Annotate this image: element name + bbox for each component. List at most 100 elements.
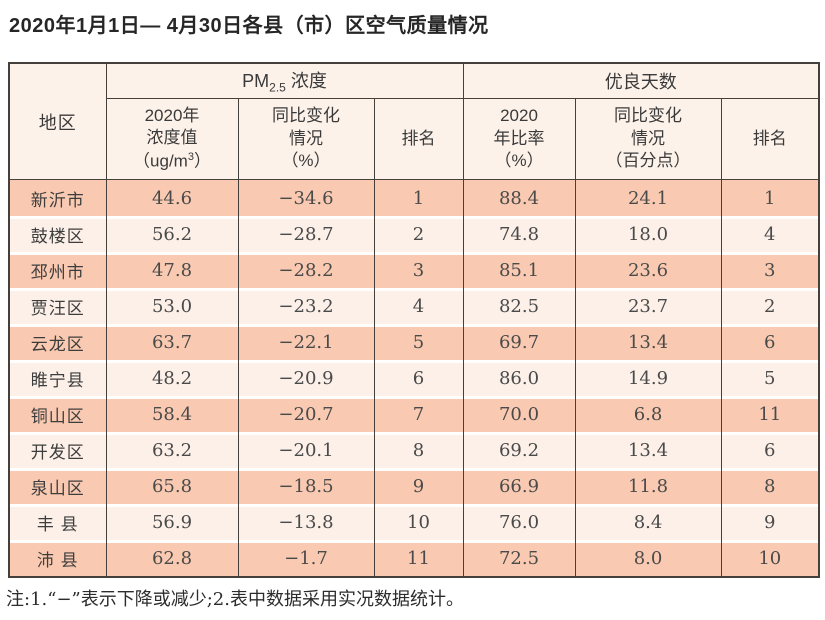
gd-change-cell: 13.4	[574, 324, 722, 360]
col-header-gd-ratio: 2020 年比率 （%）	[462, 98, 576, 180]
pm-change-cell: −20.7	[237, 396, 374, 432]
gd-change-cell: 11.8	[574, 468, 722, 504]
pm-change-cell: −22.1	[237, 324, 374, 360]
region-cell: 云龙区	[8, 324, 106, 360]
gd-ratio-cell: 86.0	[462, 360, 576, 396]
gd-ratio-cell: 69.7	[462, 324, 576, 360]
pm-value-cell: 62.8	[105, 540, 238, 577]
region-cell: 鼓楼区	[8, 216, 106, 252]
pm-rank-cell: 4	[373, 288, 464, 324]
gd-change-cell: 18.0	[574, 216, 722, 252]
region-cell: 开发区	[8, 432, 106, 468]
gd-rank-cell: 1	[720, 179, 820, 216]
gd-change-cell: 6.8	[574, 396, 722, 432]
col-header-gd-rank: 排名	[720, 98, 820, 180]
gd-change-line2: 情况	[631, 128, 666, 148]
pm-value-line3: （ug/m3）	[107, 150, 238, 173]
pm-value-cell: 56.2	[105, 216, 238, 252]
pm-value-cell: 63.2	[105, 432, 238, 468]
pm-rank-cell: 5	[373, 324, 464, 360]
pm-value-unit-sup: 3	[187, 150, 194, 163]
pm-rank-cell: 2	[373, 216, 464, 252]
table-row: 沛 县 62.8 −1.7 11 72.5 8.0 10	[8, 540, 820, 577]
gd-ratio-line2: 年比率	[493, 128, 545, 148]
pm-value-cell: 63.7	[105, 324, 238, 360]
region-cell: 睢宁县	[8, 360, 106, 396]
gd-change-cell: 13.4	[574, 432, 722, 468]
pm25-subscript: 2.5	[269, 80, 286, 95]
table-row: 邳州市 47.8 −28.2 3 85.1 23.6 3	[8, 252, 820, 288]
gd-rank-cell: 9	[720, 504, 820, 540]
table-row: 开发区 63.2 −20.1 8 69.2 13.4 6	[8, 432, 820, 468]
table-row: 丰 县 56.9 −13.8 10 76.0 8.4 9	[8, 504, 820, 540]
gd-ratio-cell: 70.0	[462, 396, 576, 432]
footnote: 注:1.“−”表示下降或减少;2.表中数据采用实况数据统计。	[6, 589, 464, 610]
table-body: 新沂市 44.6 −34.6 1 88.4 24.1 1 鼓楼区 56.2 −2…	[8, 179, 820, 577]
gd-rank-cell: 4	[720, 216, 820, 252]
pm25-label: PM	[242, 71, 270, 92]
pm-rank-cell: 1	[373, 179, 464, 216]
pm-value-line1: 2020年	[144, 106, 200, 126]
gd-ratio-cell: 74.8	[462, 216, 576, 252]
table-header: 地区 PM2.5 浓度 优良天数 2020年 浓度值 （ug/m3） 同比变化 …	[8, 63, 820, 180]
col-header-gd-change: 同比变化 情况 （百分点）	[574, 98, 722, 180]
air-quality-table: 地区 PM2.5 浓度 优良天数 2020年 浓度值 （ug/m3） 同比变化 …	[8, 62, 821, 578]
page-title: 2020年1月1日— 4月30日各县（市）区空气质量情况	[9, 15, 489, 37]
pm25-label-suffix: 浓度	[285, 71, 327, 92]
gd-ratio-cell: 66.9	[462, 468, 576, 504]
gd-ratio-cell: 82.5	[462, 288, 576, 324]
pm-value-cell: 65.8	[105, 468, 238, 504]
gd-ratio-cell: 76.0	[462, 504, 576, 540]
table-row: 睢宁县 48.2 −20.9 6 86.0 14.9 5	[8, 360, 820, 396]
gd-change-line1: 同比变化	[614, 106, 683, 126]
gd-change-cell: 24.1	[574, 179, 722, 216]
col-header-pm-value: 2020年 浓度值 （ug/m3）	[105, 98, 238, 180]
table-row: 铜山区 58.4 −20.7 7 70.0 6.8 11	[8, 396, 820, 432]
table-row: 新沂市 44.6 −34.6 1 88.4 24.1 1	[8, 179, 820, 216]
pm-change-line2: 情况	[289, 128, 323, 148]
pm-rank-cell: 11	[373, 540, 464, 577]
pm-value-cell: 48.2	[105, 360, 238, 396]
table-row: 贾汪区 53.0 −23.2 4 82.5 23.7 2	[8, 288, 820, 324]
pm-value-unit-post: ）	[193, 151, 211, 171]
pm-change-cell: −13.8	[237, 504, 374, 540]
region-cell: 新沂市	[8, 179, 106, 216]
gd-ratio-line3: （%）	[494, 151, 544, 171]
gd-rank-cell: 6	[720, 324, 820, 360]
pm-change-line1: 同比变化	[272, 106, 340, 126]
pm-rank-cell: 3	[373, 252, 464, 288]
table-row: 鼓楼区 56.2 −28.7 2 74.8 18.0 4	[8, 216, 820, 252]
table-row: 云龙区 63.7 −22.1 5 69.7 13.4 6	[8, 324, 820, 360]
pm-change-cell: −23.2	[237, 288, 374, 324]
pm-change-line3: （%）	[281, 151, 331, 171]
region-cell: 沛 县	[8, 540, 106, 577]
gd-ratio-cell: 72.5	[462, 540, 576, 577]
pm-value-unit-pre: （ug/m	[133, 151, 188, 171]
pm-value-line2: 浓度值	[146, 128, 198, 148]
pm-rank-cell: 6	[373, 360, 464, 396]
pm-value-cell: 56.9	[105, 504, 238, 540]
gd-rank-cell: 6	[720, 432, 820, 468]
pm-rank-cell: 8	[373, 432, 464, 468]
region-cell: 邳州市	[8, 252, 106, 288]
pm-change-cell: −20.1	[237, 432, 374, 468]
table-row: 泉山区 65.8 −18.5 9 66.9 11.8 8	[8, 468, 820, 504]
gd-change-cell: 14.9	[574, 360, 722, 396]
col-header-pm-change: 同比变化 情况 （%）	[237, 98, 374, 180]
pm-change-cell: −20.9	[237, 360, 374, 396]
table-header-sub-row: 2020年 浓度值 （ug/m3） 同比变化 情况 （%） 排名 2020 年比…	[9, 98, 820, 180]
pm-change-cell: −28.7	[237, 216, 374, 252]
col-header-pm25-group: PM2.5 浓度	[105, 63, 464, 99]
region-cell: 贾汪区	[8, 288, 106, 324]
pm-rank-cell: 10	[373, 504, 464, 540]
region-cell: 泉山区	[8, 468, 106, 504]
gd-ratio-line1: 2020	[500, 106, 538, 126]
pm-rank-cell: 7	[373, 396, 464, 432]
pm-value-cell: 44.6	[105, 179, 238, 216]
gd-change-cell: 23.7	[574, 288, 722, 324]
gd-rank-cell: 8	[720, 468, 820, 504]
col-header-region: 地区	[8, 63, 106, 180]
gd-ratio-cell: 88.4	[462, 179, 576, 216]
pm-rank-cell: 9	[373, 468, 464, 504]
